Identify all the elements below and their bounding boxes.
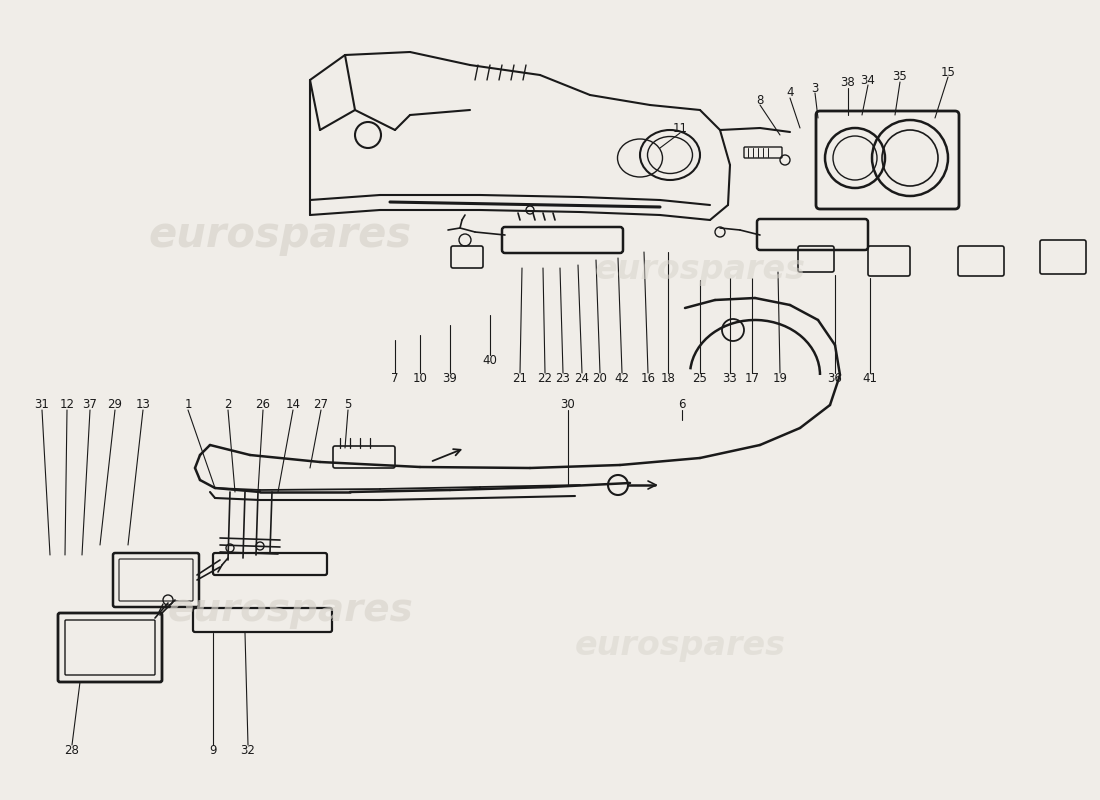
Text: 36: 36 [827, 371, 843, 385]
Text: 30: 30 [561, 398, 575, 411]
Text: 9: 9 [209, 743, 217, 757]
Text: 24: 24 [574, 371, 590, 385]
Text: 38: 38 [840, 77, 856, 90]
Text: eurospares: eurospares [594, 254, 805, 286]
Text: 42: 42 [615, 371, 629, 385]
Text: 33: 33 [723, 371, 737, 385]
Text: eurospares: eurospares [167, 591, 412, 629]
Text: 28: 28 [65, 743, 79, 757]
Text: 39: 39 [442, 371, 458, 385]
Text: 16: 16 [640, 371, 656, 385]
Text: 1: 1 [185, 398, 191, 411]
Text: 10: 10 [412, 371, 428, 385]
Text: 18: 18 [661, 371, 675, 385]
Text: 14: 14 [286, 398, 300, 411]
Text: 34: 34 [860, 74, 876, 86]
Text: eurospares: eurospares [148, 214, 411, 256]
Text: 37: 37 [82, 398, 98, 411]
Text: eurospares: eurospares [574, 629, 785, 662]
Text: 25: 25 [693, 371, 707, 385]
Text: 2: 2 [224, 398, 232, 411]
Text: 23: 23 [556, 371, 571, 385]
Text: 5: 5 [344, 398, 352, 411]
Text: 32: 32 [241, 743, 255, 757]
Text: 21: 21 [513, 371, 528, 385]
Text: 22: 22 [538, 371, 552, 385]
Text: 17: 17 [745, 371, 759, 385]
Text: 11: 11 [672, 122, 688, 134]
Text: 40: 40 [483, 354, 497, 366]
Text: 20: 20 [593, 371, 607, 385]
Text: 4: 4 [786, 86, 794, 99]
Text: 19: 19 [772, 371, 788, 385]
Text: 15: 15 [940, 66, 956, 78]
Text: 7: 7 [392, 371, 398, 385]
Text: 8: 8 [757, 94, 763, 106]
Text: 12: 12 [59, 398, 75, 411]
Text: 31: 31 [34, 398, 50, 411]
Text: 6: 6 [679, 398, 685, 411]
Text: 3: 3 [812, 82, 818, 94]
Text: 26: 26 [255, 398, 271, 411]
Text: 41: 41 [862, 371, 878, 385]
Text: 13: 13 [135, 398, 151, 411]
Text: 35: 35 [892, 70, 907, 83]
Text: 27: 27 [314, 398, 329, 411]
Text: 29: 29 [108, 398, 122, 411]
